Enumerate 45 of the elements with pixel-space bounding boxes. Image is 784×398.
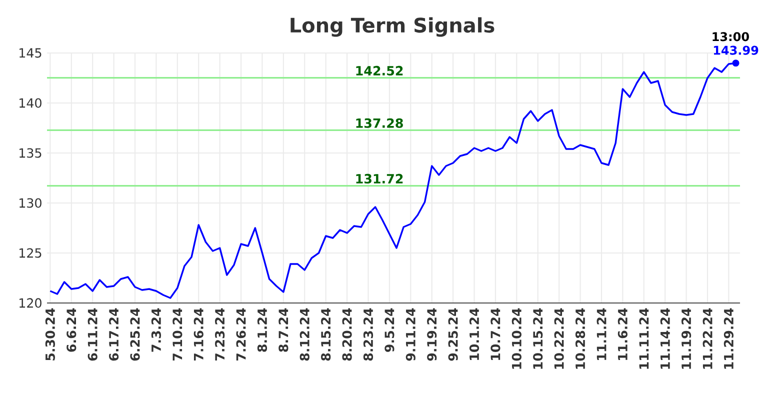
y-tick-label: 140 — [20, 98, 42, 108]
x-tick-label: 8.20.24 — [342, 308, 352, 361]
x-tick-label: 7.3.24 — [151, 308, 162, 352]
y-tick-label: 125 — [20, 248, 42, 258]
x-tick-label: 11.22.24 — [702, 308, 712, 369]
x-tick-label: 6.17.24 — [109, 308, 119, 361]
x-tick-label: 10.15.24 — [533, 308, 543, 369]
x-tick-label: 10.1.24 — [469, 308, 480, 360]
x-tick-label: 7.16.24 — [194, 308, 204, 361]
x-tick-label: 10.28.24 — [575, 308, 586, 369]
y-tick-label: 120 — [20, 298, 42, 308]
x-tick-label: 6.6.24 — [66, 308, 76, 352]
x-tick-label: 9.25.24 — [448, 308, 458, 361]
x-tick-label: 8.1.24 — [257, 308, 268, 352]
x-tick-label: 7.10.24 — [172, 308, 182, 361]
x-tick-label: 8.7.24 — [278, 308, 288, 352]
y-tick-label: 145 — [20, 48, 42, 58]
ref-line-label: 142.52 — [356, 66, 403, 76]
x-tick-label: 10.7.24 — [490, 308, 500, 360]
text: 13:00 — [712, 32, 749, 42]
y-tick-label: 135 — [20, 148, 42, 158]
ref-line-label: 131.72 — [356, 174, 403, 184]
x-tick-label: 6.25.24 — [130, 308, 140, 361]
x-tick-label: 8.15.24 — [321, 308, 331, 361]
x-tick-label: 11.29.24 — [724, 308, 734, 369]
x-tick-label: 11.11.24 — [639, 308, 649, 369]
annotation: 143.99 — [714, 46, 758, 55]
x-tick-label: 9.5.24 — [384, 308, 394, 352]
x-tick-label: 7.26.24 — [236, 308, 246, 361]
x-tick-label: 11.19.24 — [681, 308, 692, 369]
chart-title: Long Term Signals — [290, 17, 494, 37]
x-tick-label: 9.11.24 — [406, 308, 416, 361]
x-tick-label: 11.14.24 — [660, 308, 670, 369]
x-tick-label: 10.10.24 — [512, 308, 522, 369]
x-tick-label: 11.6.24 — [618, 308, 628, 360]
x-tick-label: 9.19.24 — [427, 308, 437, 361]
x-tick-label: 11.1.24 — [596, 308, 606, 360]
ref-line-label: 137.28 — [356, 118, 403, 128]
x-tick-label: 6.11.24 — [88, 308, 98, 361]
x-tick-label: 10.22.24 — [554, 308, 564, 369]
x-tick-label: 7.23.24 — [215, 308, 225, 361]
x-tick-label: 8.12.24 — [300, 308, 310, 361]
y-tick-label: 130 — [20, 198, 42, 208]
x-tick-label: 5.30.24 — [45, 308, 55, 360]
x-tick-label: 8.23.24 — [363, 308, 374, 361]
